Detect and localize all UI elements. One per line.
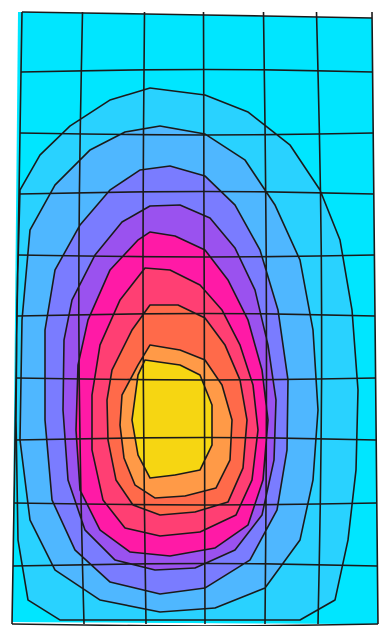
- mesh-column-line: [315, 11, 323, 625]
- mesh-row-line: [18, 190, 374, 195]
- mesh-row-line: [11, 623, 379, 626]
- mesh-row-line: [21, 11, 373, 19]
- contour-line-3: [44, 165, 289, 595]
- contour-line-8: [119, 344, 233, 499]
- contour-band-9: [132, 360, 212, 478]
- contour-line-2: [19, 125, 319, 613]
- mesh-grid: [11, 11, 379, 626]
- mesh-column-line: [142, 11, 147, 625]
- mesh-row-line: [14, 436, 377, 441]
- contour-line-6: [91, 267, 259, 537]
- mesh-row-line: [15, 377, 376, 381]
- contour-line-9: [131, 359, 213, 479]
- contour-line-7: [106, 304, 248, 516]
- contour-line-4: [62, 204, 277, 571]
- mesh-column-line: [262, 11, 268, 625]
- mesh-row-line: [12, 562, 378, 567]
- mesh-row-line: [19, 132, 374, 136]
- mesh-row-line: [13, 502, 377, 506]
- contour-line-1: [15, 87, 359, 621]
- mesh-column-line: [202, 11, 206, 625]
- mesh-column-line: [77, 11, 85, 625]
- mesh-row-line: [20, 68, 373, 73]
- mesh-row-line: [16, 312, 376, 317]
- mesh-row-line: [17, 254, 375, 258]
